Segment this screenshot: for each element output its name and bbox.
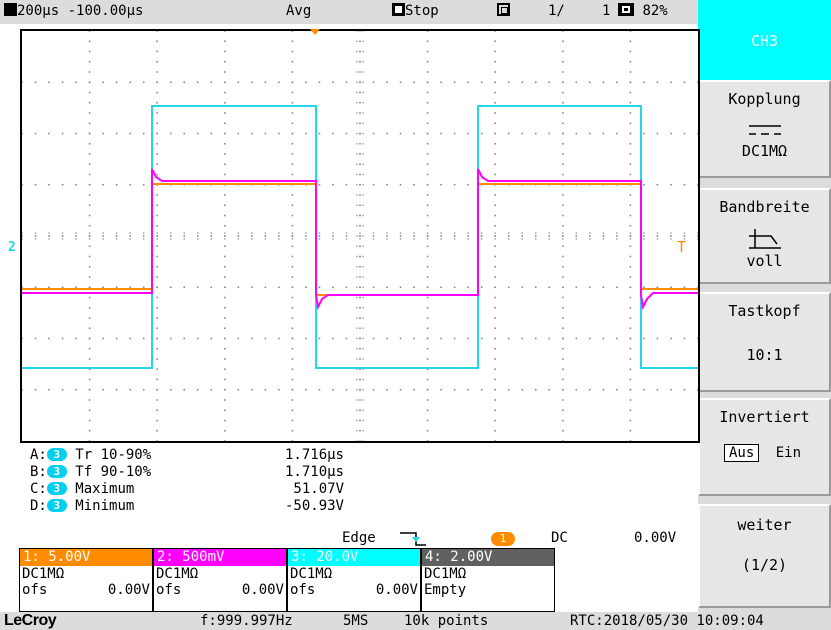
record-length: 10k points <box>404 613 489 629</box>
trigger-source-badge: 1 <box>491 532 515 546</box>
offset-value: 0.00V <box>375 582 418 598</box>
offset-value: 0.00V <box>107 582 150 598</box>
offset-label: Empty <box>424 582 467 598</box>
measurement-source-badge: 3 <box>46 465 67 478</box>
trigger-coupling: DC <box>551 530 568 546</box>
channel-scale: 2: 500mV <box>154 549 286 566</box>
channel-scale: 1: 5.00V <box>20 549 152 566</box>
trigger-position-marker <box>310 29 320 35</box>
channel-scale: 4: 2.00V <box>422 549 554 566</box>
probe-label: Tastkopf <box>728 302 801 320</box>
channel-coupling: DC1MΩ <box>290 566 333 582</box>
invert-on-option[interactable]: Ein <box>775 445 802 461</box>
channel-coupling: DC1MΩ <box>156 566 199 582</box>
probe-value: 10:1 <box>746 346 783 364</box>
horizontal-icon <box>4 3 17 16</box>
channel-title-label: CH3 <box>750 32 779 50</box>
rising-edge-icon <box>400 532 426 546</box>
measurement-value: 1.710µs <box>284 464 344 480</box>
channel-offset-row: Empty <box>422 582 554 598</box>
channel-coupling: DC1MΩ <box>424 566 467 582</box>
channel-scale: 3: 20.0V <box>288 549 420 566</box>
measurement-slot: C: <box>30 481 47 497</box>
ch2-ground-marker: 2 <box>8 240 16 255</box>
bandwidth-softkey[interactable]: Bandbreite voll <box>698 188 831 284</box>
channel-offset-row: ofs 0.00V <box>154 582 286 598</box>
average-count: 1/ <box>548 3 565 19</box>
trigger-type: Edge <box>342 530 376 546</box>
timebase-readout: 200µs -100.00µs <box>4 3 143 20</box>
waveform-display[interactable] <box>22 31 698 441</box>
channel-coupling: DC1MΩ <box>22 566 65 582</box>
coupling-softkey[interactable]: Kopplung DC1MΩ <box>698 80 831 178</box>
offset-label: ofs <box>156 582 182 598</box>
measurement-row: B: 3 Tf 90-10% <box>30 464 151 481</box>
run-state[interactable]: Stop <box>392 3 439 20</box>
invert-label: Invertiert <box>719 408 810 426</box>
measurement-slot: A: <box>30 447 47 463</box>
offset-label: ofs <box>290 582 316 598</box>
battery-status: 82% <box>618 3 668 20</box>
bottom-status-bar: LeCroy f:999.997Hz 5MS 10k points RTC:20… <box>0 612 831 630</box>
measurement-row: D: 3 Minimum <box>30 498 134 515</box>
measurement-slot: D: <box>30 498 47 514</box>
probe-softkey[interactable]: Tastkopf 10:1 <box>698 292 831 392</box>
bandwidth-value: voll <box>746 252 783 270</box>
channel-3-box[interactable]: 3: 20.0V DC1MΩ ofs 0.00V <box>287 548 421 612</box>
measurement-source-badge: 3 <box>46 448 67 461</box>
trigger-level: 0.00V <box>634 530 677 546</box>
dc-coupling-icon <box>748 125 781 135</box>
graticule <box>22 31 698 441</box>
measurement-source-badge: 3 <box>46 499 67 512</box>
measurement-value: 51.07V <box>293 481 344 497</box>
channel-offset-row: ofs 0.00V <box>20 582 152 598</box>
channel-2-box[interactable]: 2: 500mV DC1MΩ ofs 0.00V <box>153 548 287 612</box>
multi-window-icon[interactable] <box>497 3 510 20</box>
measurement-value: -50.93V <box>284 498 344 514</box>
coupling-label: Kopplung <box>728 90 801 108</box>
channel-menu-title[interactable]: CH3 <box>698 0 831 80</box>
invert-softkey[interactable]: Invertiert Aus Ein <box>698 398 831 496</box>
bandwidth-filter-icon <box>748 229 781 249</box>
stop-icon <box>392 3 405 16</box>
acquisition-mode: Avg <box>286 3 312 19</box>
menu-page-indicator: (1/2) <box>741 556 788 574</box>
measurement-source-badge: 3 <box>46 482 67 495</box>
measurement-row: C: 3 Maximum <box>30 481 134 498</box>
channel-4-box[interactable]: 4: 2.00V DC1MΩ Empty <box>421 548 555 612</box>
ch2-waveform <box>22 168 698 311</box>
measurement-name: Tf 90-10% <box>75 464 152 480</box>
offset-value: 0.00V <box>241 582 284 598</box>
status-bar: 200µs -100.00µs Avg Stop 1/ 1 82% <box>0 0 698 24</box>
measurement-slot: B: <box>30 464 47 480</box>
ch3-waveform <box>22 105 698 369</box>
offset-label: ofs <box>22 582 48 598</box>
delay-readout: -100.00µs <box>67 3 144 19</box>
measurement-value: 1.716µs <box>284 447 344 463</box>
sample-rate: 5MS <box>343 613 369 629</box>
channel-1-box[interactable]: 1: 5.00V DC1MΩ ofs 0.00V <box>19 548 153 612</box>
invert-off-option[interactable]: Aus <box>723 444 760 462</box>
next-label: weiter <box>737 516 792 534</box>
brand-logo: LeCroy <box>4 612 57 629</box>
real-time-clock: RTC:2018/05/30 10:09:04 <box>570 613 764 629</box>
coupling-value: DC1MΩ <box>741 142 788 160</box>
measurement-name: Tr 10-90% <box>75 447 152 463</box>
measurement-row: A: 3 Tr 10-90% <box>30 447 151 464</box>
frequency-readout: f:999.997Hz <box>200 613 293 629</box>
measurement-name: Minimum <box>75 498 135 514</box>
channel-offset-row: ofs 0.00V <box>288 582 420 598</box>
battery-icon <box>618 3 634 16</box>
bandwidth-label: Bandbreite <box>719 198 810 216</box>
trigger-level-marker: T <box>677 238 687 256</box>
next-page-softkey[interactable]: weiter (1/2) <box>698 504 831 608</box>
measurement-name: Maximum <box>75 481 135 497</box>
waveforms <box>22 105 698 369</box>
sequence-count: 1 <box>602 3 611 19</box>
